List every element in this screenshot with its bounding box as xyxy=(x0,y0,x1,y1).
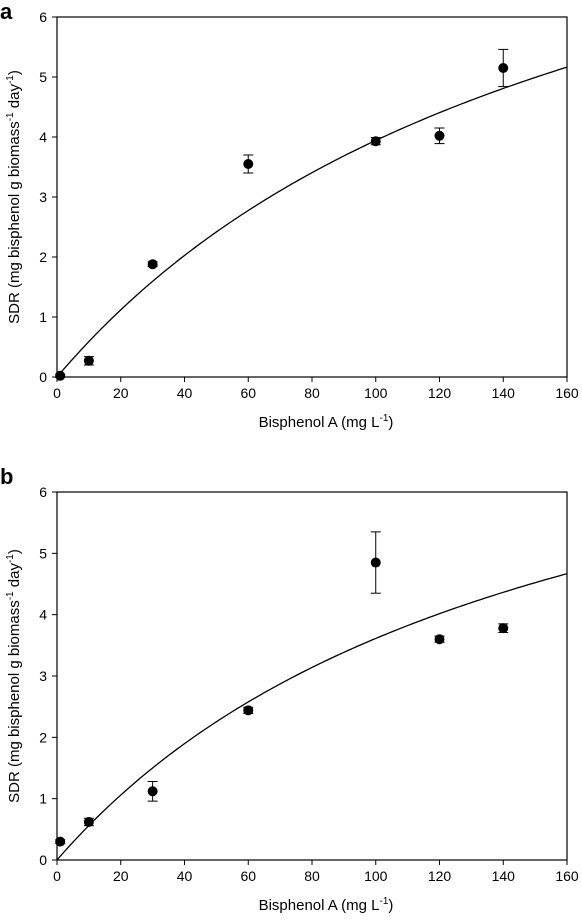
y-tick-label: 6 xyxy=(39,484,47,500)
x-tick-label: 20 xyxy=(113,385,129,401)
x-axis-title-b: Bisphenol A (mg L-1) xyxy=(259,896,394,914)
y-axis-title-b: SDR (mg bisphenol g biomass-1 day-1) xyxy=(5,549,23,803)
x-tick-label: 80 xyxy=(304,385,320,401)
y-tick-label: 2 xyxy=(39,729,47,745)
x-tick-label: 120 xyxy=(428,385,452,401)
x-tick-label: 60 xyxy=(240,385,256,401)
x-tick-label: 60 xyxy=(240,868,256,884)
y-tick-label: 3 xyxy=(39,189,47,205)
data-point xyxy=(147,259,158,270)
panel-a: a SDR (mg bisphenol g biomass-1 day-1) 0… xyxy=(0,0,579,431)
data-point xyxy=(434,634,445,645)
y-tick-label: 1 xyxy=(39,791,47,807)
data-point xyxy=(147,786,158,797)
data-point xyxy=(55,370,66,381)
x-tick-label: 140 xyxy=(492,868,516,884)
data-point xyxy=(55,836,66,847)
data-point xyxy=(243,159,254,169)
y-axis-title: SDR (mg bisphenol g biomass-1 day-1) xyxy=(5,70,23,324)
x-tick-label: 160 xyxy=(555,385,579,401)
y-tick-label: 3 xyxy=(39,668,47,684)
y-tick-label: 4 xyxy=(39,607,47,623)
x-tick-label: 140 xyxy=(492,385,516,401)
x-tick-label: 20 xyxy=(113,868,129,884)
plot-frame xyxy=(56,491,568,861)
data-point xyxy=(498,63,509,73)
plot-frame xyxy=(56,16,568,378)
data-point xyxy=(498,623,509,634)
y-tick-label: 1 xyxy=(39,309,47,325)
y-tick-label: 2 xyxy=(39,249,47,265)
x-tick-label: 40 xyxy=(177,385,193,401)
x-axis-title: Bisphenol A (mg L-1) xyxy=(259,413,394,431)
x-tick-label: 160 xyxy=(555,868,579,884)
data-point xyxy=(434,130,445,141)
y-tick-label: 0 xyxy=(39,852,47,868)
x-tick-label: 0 xyxy=(53,868,61,884)
y-axis-title-a: SDR (mg bisphenol g biomass-1 day-1) xyxy=(5,70,23,324)
y-tick-label: 5 xyxy=(39,69,47,85)
x-tick-label: 0 xyxy=(53,385,61,401)
x-axis-title-a: Bisphenol A (mg L-1) xyxy=(259,413,394,431)
plot-area-b xyxy=(55,491,568,861)
x-axis-title: Bisphenol A (mg L-1) xyxy=(259,896,394,914)
y-tick-label: 5 xyxy=(39,545,47,561)
data-point xyxy=(370,136,381,147)
fit-curve xyxy=(56,66,568,378)
y-tick-label: 6 xyxy=(39,9,47,25)
x-tick-label: 120 xyxy=(428,868,452,884)
ticks-b: 0 20 40 60 80 100 120 140 160 0 1 2 3 4 5 6 xyxy=(39,484,579,884)
fit-curve xyxy=(56,573,568,861)
plot-area-a xyxy=(55,16,568,381)
panel-label-b: b xyxy=(0,464,13,489)
data-point xyxy=(243,705,254,716)
x-tick-label: 100 xyxy=(364,385,388,401)
data-point xyxy=(370,557,381,568)
y-axis-title: SDR (mg bisphenol g biomass-1 day-1) xyxy=(5,549,23,803)
x-tick-label: 100 xyxy=(364,868,388,884)
x-tick-label: 40 xyxy=(177,868,193,884)
y-tick-label: 0 xyxy=(39,369,47,385)
panel-b: b SDR (mg bisphenol g biomass-1 day-1) 0… xyxy=(0,464,579,914)
data-point xyxy=(83,816,94,827)
y-tick-label: 4 xyxy=(39,129,47,145)
ticks-a: 0 20 40 60 80 100 120 140 160 0 1 2 3 4 5 6 xyxy=(39,9,579,401)
data-point xyxy=(83,355,94,366)
panel-label-a: a xyxy=(0,0,13,24)
x-tick-label: 80 xyxy=(304,868,320,884)
